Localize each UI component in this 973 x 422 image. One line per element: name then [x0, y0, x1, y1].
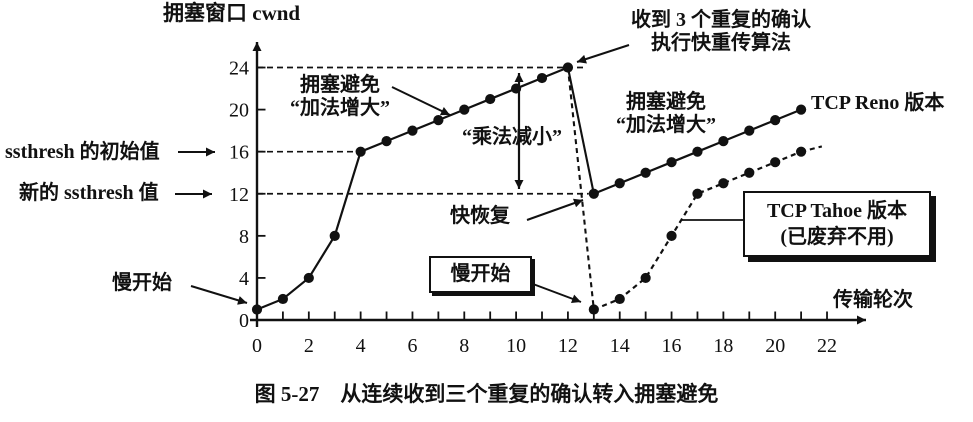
slow-start-boxed-annotation: 慢开始	[429, 256, 532, 293]
data-point	[277, 293, 289, 305]
ssthresh-new-label: 新的 ssthresh 值	[19, 182, 159, 204]
data-point	[666, 230, 677, 241]
data-point	[640, 272, 651, 284]
ca-left-line2: “加法增大”	[290, 97, 390, 119]
x-tick-label: 14	[610, 335, 630, 357]
fast-recovery-annotation: 快恢复	[450, 205, 510, 227]
data-point	[381, 136, 392, 147]
data-point	[459, 104, 470, 115]
arrow-fast-recovery-to-point	[526, 198, 584, 221]
data-point	[433, 115, 444, 126]
data-point	[796, 104, 807, 115]
x-tick-label: 16	[662, 335, 682, 357]
tahoe-drop-to-cwnd-1	[566, 67, 595, 310]
data-point	[588, 304, 599, 315]
data-point	[692, 146, 703, 157]
data-point	[407, 125, 418, 136]
dup-ack-annotation: 收到 3 个重复的确认 执行快重传算法	[597, 9, 845, 55]
data-point	[770, 157, 781, 168]
data-point	[744, 167, 755, 178]
data-point	[329, 230, 340, 241]
x-tick-label: 6	[407, 335, 417, 357]
data-point	[562, 62, 574, 73]
y-tick-label: 24	[229, 58, 249, 80]
data-point	[796, 146, 807, 157]
slow-start-boxed-text: 慢开始	[450, 263, 511, 285]
data-point	[692, 188, 703, 199]
data-point	[640, 167, 651, 178]
data-point	[485, 93, 496, 105]
ssthresh-initial-label: ssthresh 的初始值	[5, 141, 160, 163]
tcp-tahoe-line2: (已废弃不用)	[780, 226, 894, 248]
annotation-arrows	[175, 44, 747, 305]
data-point	[614, 293, 625, 305]
data-point	[251, 304, 263, 315]
x-tick-label: 0	[252, 335, 262, 357]
x-axis-title: 传输轮次	[833, 289, 913, 311]
figure-caption: 图 5-27 从连续收到三个重复的确认转入拥塞避免	[254, 382, 719, 406]
reno-multiplicative-decrease-drop	[566, 67, 595, 194]
arrow-slow-start-box-to-tahoe	[532, 283, 582, 304]
y-tick-label: 0	[239, 310, 249, 332]
data-point	[744, 125, 755, 136]
ca-left-line1: 拥塞避免	[300, 74, 380, 96]
y-axis-title: 拥塞窗口 cwnd	[163, 1, 301, 25]
data-point	[536, 72, 548, 84]
y-tick-label: 20	[229, 100, 249, 122]
guide-lines	[257, 66, 589, 195]
dup-ack-line1: 收到 3 个重复的确认	[631, 9, 811, 31]
congestion-avoidance-left-annotation: 拥塞避免 “加法增大”	[277, 74, 403, 120]
tcp-tahoe-box-label: TCP Tahoe 版本 (已废弃不用)	[743, 191, 931, 257]
data-point	[614, 178, 625, 189]
data-point	[588, 188, 599, 199]
congestion-avoidance-right-annotation: 拥塞避免 “加法增大”	[602, 91, 730, 137]
series-line-tcp-tahoe-restart-slow-start	[593, 150, 802, 311]
data-point	[303, 272, 314, 284]
x-tick-label: 8	[459, 335, 469, 357]
y-tick-label: 12	[229, 184, 249, 206]
arrow-ca-left-to-curve	[391, 86, 451, 116]
data-point	[666, 157, 677, 168]
x-tick-label: 12	[558, 335, 578, 357]
x-tick-label: 4	[356, 335, 366, 357]
arrow-slow-start-to-origin	[190, 285, 248, 305]
tcp-tahoe-line1: TCP Tahoe 版本	[766, 200, 908, 222]
x-tick-label: 20	[765, 335, 785, 357]
y-tick-label: 16	[229, 142, 249, 164]
data-point	[355, 146, 366, 157]
x-tick-label: 10	[506, 335, 526, 357]
tcp-reno-label: TCP Reno 版本	[811, 92, 945, 114]
y-tick-label: 8	[239, 226, 249, 248]
data-point	[770, 115, 781, 126]
y-tick-label: 4	[239, 268, 249, 290]
dup-ack-line2: 执行快重传算法	[651, 32, 791, 54]
data-point	[718, 136, 729, 147]
arrow-dup-ack-to-peak	[576, 44, 630, 64]
x-tick-label: 2	[304, 335, 314, 357]
data-point	[718, 178, 729, 189]
x-tick-label: 18	[713, 335, 733, 357]
x-tick-label: 22	[817, 335, 837, 357]
multiplicative-decrease-annotation: “乘法减小”	[462, 126, 562, 148]
slow-start-left-annotation: 慢开始	[112, 272, 172, 294]
ca-right-line2: “加法增大”	[616, 114, 716, 136]
ca-right-line1: 拥塞避免	[626, 91, 706, 113]
